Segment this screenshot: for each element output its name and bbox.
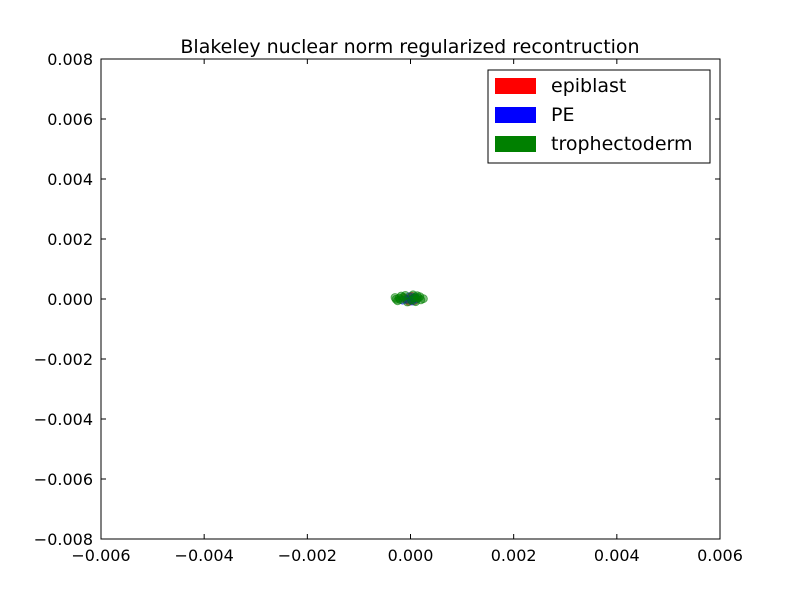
y-tick-label-7: −0.006 [34, 470, 93, 489]
data-points [390, 290, 428, 307]
point-trophectoderm-16 [391, 294, 401, 304]
point-trophectoderm-17 [409, 293, 419, 303]
y-tick-label-6: −0.004 [34, 410, 93, 429]
chart-title: Blakeley nuclear norm regularized recont… [180, 36, 639, 58]
y-tick-label-4: 0.000 [47, 290, 93, 309]
x-tick-label-2: −0.002 [278, 546, 337, 565]
legend-label-PE: PE [551, 104, 574, 126]
legend-swatch-PE [495, 107, 536, 123]
x-tick-label-3: 0.000 [388, 546, 434, 565]
y-tick-label-8: −0.008 [34, 530, 93, 549]
x-tick-label-1: −0.004 [175, 546, 234, 565]
legend: epiblast PE trophectoderm [487, 69, 711, 164]
x-tick-label-0: −0.006 [71, 546, 130, 565]
y-tick-label-0: 0.008 [47, 50, 93, 69]
y-tick-label-1: 0.006 [47, 110, 93, 129]
x-tick-label-4: 0.002 [491, 546, 537, 565]
x-tick-label-6: 0.006 [697, 546, 743, 565]
point-trophectoderm-14 [398, 292, 408, 302]
x-tick-label-5: 0.004 [594, 546, 640, 565]
legend-swatch-trophectoderm [495, 136, 536, 152]
y-tick-label-2: 0.004 [47, 170, 93, 189]
legend-swatch-epiblast [495, 78, 536, 94]
y-tick-label-5: −0.002 [34, 350, 93, 369]
y-tick-label-3: 0.002 [47, 230, 93, 249]
legend-label-epiblast: epiblast [551, 75, 626, 97]
legend-label-trophectoderm: trophectoderm [551, 133, 693, 155]
axis-ticks: −0.006 −0.004 −0.002 0.000 0.002 0.004 0.006 0.… [34, 50, 743, 565]
